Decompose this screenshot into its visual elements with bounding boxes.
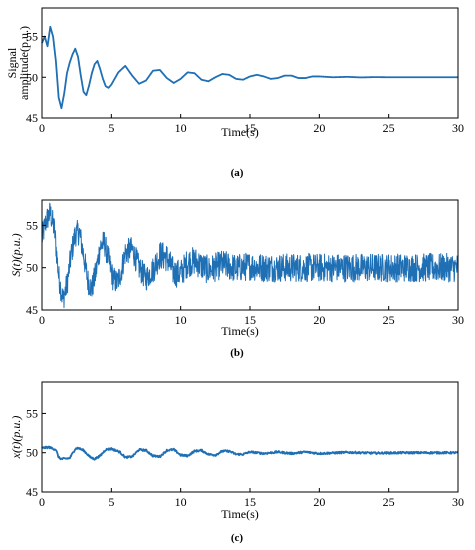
x-tick-label: 30 <box>452 495 464 509</box>
chart-panel-c: 0 5 10 15 20 25 30 45 50 55 Time(s) x(t)(p.u.) (c) <box>9 381 464 544</box>
panel-caption: (c) <box>231 532 244 544</box>
plot-frame <box>41 199 459 311</box>
x-tick-label: 0 <box>39 313 45 327</box>
plot-frame <box>41 381 459 493</box>
y-tick-label: 55 <box>26 30 38 44</box>
y-axis-label: x(t)(p.u.) <box>9 416 23 460</box>
y-tick-label: 45 <box>26 303 38 317</box>
y-axis-label-line: amplitude(p.u.) <box>17 26 31 100</box>
chart-panel-a: 0 5 10 15 20 25 30 45 50 55 Time(s) Signalamplitude… <box>5 7 464 179</box>
plot-frame <box>41 7 459 119</box>
x-tick-label: 20 <box>313 495 325 509</box>
series-line <box>41 445 459 461</box>
x-tick-label: 0 <box>39 495 45 509</box>
x-tick-label: 5 <box>108 121 114 135</box>
x-tick-label: 5 <box>108 313 114 327</box>
x-tick-label: 25 <box>383 495 395 509</box>
y-tick-label: 50 <box>26 70 38 84</box>
series-line <box>41 202 459 309</box>
x-tick-label: 15 <box>244 121 256 135</box>
x-axis-label: Time(s) <box>221 507 259 521</box>
x-tick-label: 10 <box>175 495 187 509</box>
x-tick-label: 20 <box>313 313 325 327</box>
y-axis-label: Signalamplitude(p.u.) <box>5 26 31 100</box>
y-tick-label: 45 <box>26 111 38 125</box>
series-line <box>41 25 459 110</box>
panel-caption: (a) <box>231 167 244 179</box>
y-tick-label: 45 <box>26 485 38 499</box>
panel-caption: (b) <box>230 347 244 359</box>
y-tick-label: 55 <box>26 406 38 420</box>
x-tick-label: 15 <box>244 313 256 327</box>
x-tick-label: 0 <box>39 121 45 135</box>
x-axis-label: Time(s) <box>221 324 259 338</box>
x-tick-label: 10 <box>175 313 187 327</box>
x-tick-label: 30 <box>452 313 464 327</box>
x-tick-label: 20 <box>313 121 325 135</box>
x-axis-label: Time(s) <box>221 125 259 139</box>
y-axis-label-line: Signal <box>5 47 19 78</box>
y-tick-label: 50 <box>26 261 38 275</box>
x-tick-label: 30 <box>452 121 464 135</box>
x-tick-label: 5 <box>108 495 114 509</box>
y-tick-label: 55 <box>26 218 38 232</box>
chart-panel-b: 0 5 10 15 20 25 30 45 50 55 Time(s) S(t)(p.u.) (b) <box>9 199 464 359</box>
x-tick-label: 10 <box>175 121 187 135</box>
x-tick-label: 15 <box>244 495 256 509</box>
y-axis-label: S(t)(p.u.) <box>9 233 23 276</box>
x-tick-label: 25 <box>383 313 395 327</box>
y-tick-label: 50 <box>26 446 38 460</box>
x-tick-label: 25 <box>383 121 395 135</box>
